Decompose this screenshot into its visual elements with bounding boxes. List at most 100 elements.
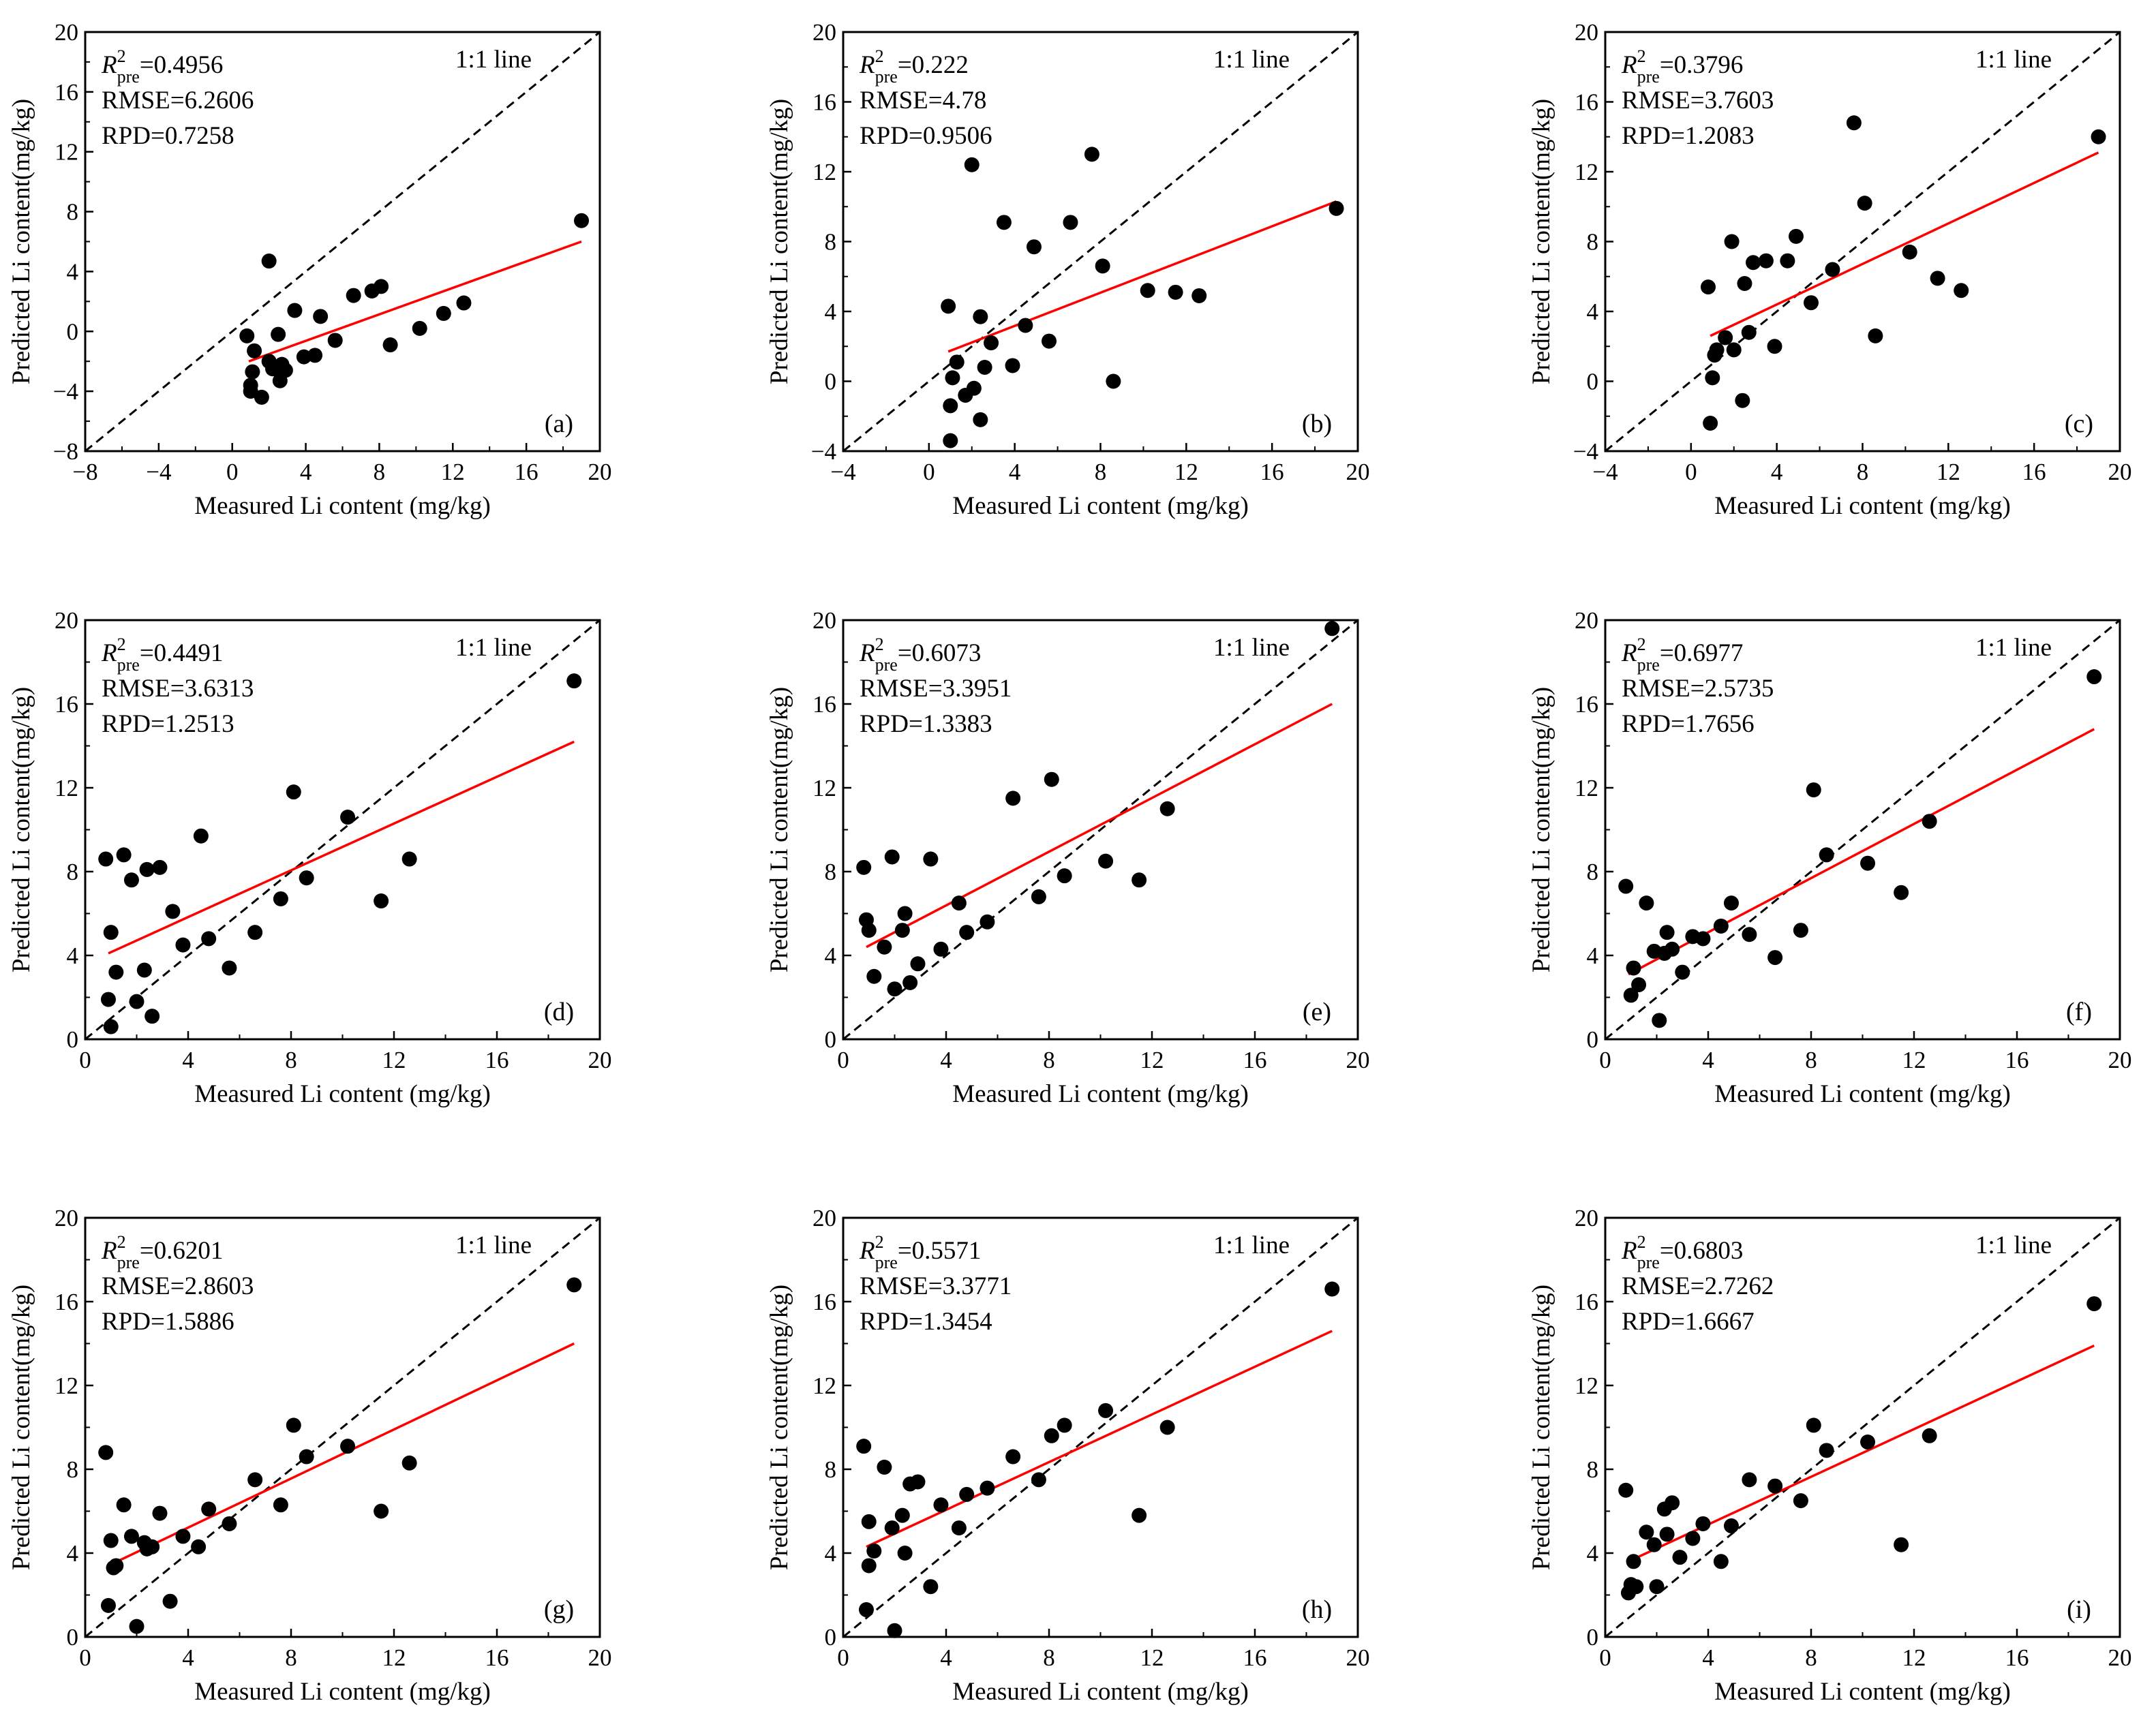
data-point bbox=[1106, 373, 1121, 389]
y-tick-label: 12 bbox=[813, 159, 836, 185]
data-point bbox=[856, 859, 872, 875]
x-axis-label: Measured Li content (mg/kg) bbox=[1714, 1678, 2011, 1706]
data-point bbox=[108, 964, 124, 980]
y-tick-label: −4 bbox=[1573, 438, 1598, 465]
data-point bbox=[456, 295, 472, 311]
data-point bbox=[973, 309, 988, 324]
data-point bbox=[1894, 1537, 1909, 1552]
fit-line bbox=[108, 1342, 575, 1567]
data-point bbox=[1649, 1579, 1665, 1595]
data-point bbox=[996, 215, 1012, 230]
data-point bbox=[152, 859, 168, 875]
y-axis-label: Predicted Li content(mg/kg) bbox=[765, 99, 793, 384]
r2-symbol: R bbox=[859, 51, 875, 79]
data-point bbox=[966, 380, 982, 396]
r2-superscript: 2 bbox=[1637, 46, 1646, 66]
data-point bbox=[239, 328, 255, 343]
y-tick-label: 4 bbox=[825, 298, 837, 325]
data-point bbox=[1894, 885, 1909, 900]
y-axis-label: Predicted Li content(mg/kg) bbox=[7, 687, 35, 972]
identity-line bbox=[1605, 1218, 2120, 1637]
r2-subscript: pre bbox=[117, 1253, 140, 1272]
data-point bbox=[1639, 1524, 1654, 1540]
x-axis-label: Measured Li content (mg/kg) bbox=[194, 1080, 491, 1108]
y-tick-label: 20 bbox=[813, 607, 836, 634]
data-point bbox=[887, 981, 902, 997]
data-point bbox=[973, 412, 988, 427]
data-point bbox=[1140, 283, 1155, 298]
x-tick-label: 8 bbox=[1043, 1644, 1055, 1671]
panel-h: 0 4 8 12 16 20 0 4 8 12 16 20 Measured Li content (m… bbox=[765, 1205, 1370, 1706]
data-point bbox=[1098, 1402, 1114, 1418]
data-point bbox=[261, 254, 277, 269]
data-point bbox=[984, 335, 999, 351]
data-point bbox=[1042, 333, 1057, 349]
data-point bbox=[1631, 977, 1647, 993]
data-point bbox=[243, 378, 258, 393]
data-point bbox=[346, 288, 361, 303]
data-point bbox=[247, 343, 262, 358]
y-tick-label: 8 bbox=[825, 1456, 837, 1483]
data-point bbox=[1626, 960, 1641, 976]
y-tick-label: 0 bbox=[825, 1624, 837, 1651]
y-tick-label: 8 bbox=[1587, 229, 1599, 256]
x-tick-label: 12 bbox=[1902, 1644, 1926, 1671]
data-point bbox=[1746, 255, 1761, 271]
x-tick-label: 16 bbox=[515, 459, 538, 485]
x-tick-label: 4 bbox=[182, 1644, 194, 1671]
data-point bbox=[374, 893, 389, 909]
data-point bbox=[887, 1623, 902, 1638]
y-tick-label: 0 bbox=[1587, 1624, 1599, 1651]
y-tick-label: −8 bbox=[53, 438, 78, 465]
r2-superscript: 2 bbox=[117, 634, 126, 654]
data-point bbox=[116, 1497, 132, 1513]
identity-line-label: 1:1 line bbox=[1975, 1231, 2052, 1259]
y-tick-label: 12 bbox=[55, 139, 78, 166]
data-point bbox=[1132, 872, 1147, 888]
y-tick-label: 8 bbox=[67, 199, 79, 226]
r2-value: =0.6977 bbox=[1660, 639, 1744, 667]
data-point bbox=[1742, 927, 1757, 942]
identity-line-label: 1:1 line bbox=[1975, 634, 2052, 662]
y-tick-label: 16 bbox=[813, 691, 836, 718]
data-point bbox=[1806, 1417, 1821, 1433]
y-tick-label: 12 bbox=[1575, 159, 1598, 185]
data-point bbox=[254, 389, 269, 405]
data-point bbox=[100, 992, 116, 1007]
data-point bbox=[897, 1546, 913, 1561]
y-tick-label: 12 bbox=[1575, 1372, 1598, 1399]
x-tick-label: 0 bbox=[923, 459, 935, 485]
y-tick-label: 0 bbox=[1587, 1026, 1599, 1053]
data-point bbox=[1675, 964, 1690, 980]
panel-label: (h) bbox=[1302, 1595, 1332, 1624]
y-tick-label: 16 bbox=[1575, 1289, 1598, 1315]
data-point bbox=[1685, 1531, 1701, 1546]
panel-label: (d) bbox=[544, 998, 574, 1026]
data-point bbox=[1846, 115, 1862, 131]
data-point bbox=[1044, 771, 1059, 787]
y-tick-label: −4 bbox=[53, 378, 78, 405]
data-point bbox=[1860, 1435, 1876, 1450]
data-point bbox=[1626, 1554, 1641, 1569]
x-tick-label: 8 bbox=[1805, 1644, 1817, 1671]
data-point bbox=[313, 309, 329, 324]
data-point bbox=[959, 1486, 975, 1502]
y-axis-label: Predicted Li content(mg/kg) bbox=[765, 1285, 793, 1570]
r2-superscript: 2 bbox=[875, 1232, 884, 1252]
r2-subscript: pre bbox=[117, 655, 140, 675]
y-tick-label: 0 bbox=[825, 369, 837, 395]
r2-stat: R2 pre=0.4491 bbox=[101, 634, 223, 675]
data-point bbox=[1868, 328, 1883, 343]
fit-line bbox=[108, 740, 575, 955]
data-point bbox=[152, 1505, 168, 1521]
data-point bbox=[1726, 342, 1742, 358]
data-point bbox=[1665, 1495, 1680, 1511]
y-tick-label: 0 bbox=[825, 1026, 837, 1053]
panel-d: 0 4 8 12 16 20 0 4 8 12 16 20 Measured Li content (m… bbox=[7, 607, 612, 1108]
panel-f: 0 4 8 12 16 20 0 4 8 12 16 20 Measured Li content (m… bbox=[1528, 607, 2132, 1108]
data-point bbox=[1793, 1493, 1808, 1509]
x-tick-label: 12 bbox=[1140, 1644, 1164, 1671]
x-tick-label: 8 bbox=[1805, 1047, 1817, 1073]
data-point bbox=[1954, 283, 1969, 298]
data-point bbox=[951, 895, 967, 911]
